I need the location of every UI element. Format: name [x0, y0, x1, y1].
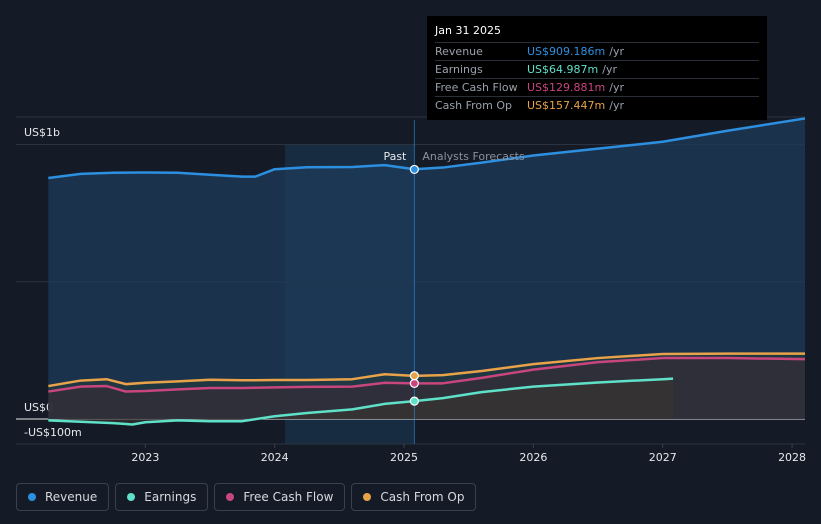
legend-revenue[interactable]: Revenue — [16, 483, 110, 511]
legend-dot-icon — [127, 493, 136, 501]
y-tick-label: US$1b — [24, 126, 60, 139]
x-tick-label: 2025 — [390, 451, 418, 464]
line-cash-from-op — [48, 352, 805, 388]
cursor-marker — [409, 396, 419, 406]
forecast-label: Analysts Forecasts — [422, 150, 525, 163]
x-tick-label: 2026 — [519, 451, 547, 464]
tooltip-value: US$909.186m — [527, 45, 606, 58]
legend-dot-icon — [28, 493, 36, 501]
tooltip-value: US$129.881m — [527, 81, 606, 94]
legend-label: Revenue — [45, 490, 98, 504]
legend-label: Earnings — [144, 490, 197, 504]
x-tick-label: 2027 — [649, 451, 677, 464]
cursor-marker — [409, 164, 419, 175]
tooltip-row-revenue: Revenue US$909.186m /yr — [435, 43, 759, 61]
past-label: Past — [383, 150, 407, 163]
line-revenue — [48, 117, 806, 180]
line-earnings — [48, 377, 674, 426]
tooltip-value: US$157.447m — [527, 99, 606, 112]
tooltip-label: Earnings — [435, 63, 483, 76]
cursor-marker — [409, 378, 419, 388]
legend-dot-icon — [226, 493, 235, 501]
tooltip-unit: /yr — [609, 45, 624, 58]
legend-dot-icon — [363, 493, 372, 501]
tooltip-date: Jan 31 2025 — [435, 24, 759, 43]
y-tick-label: -US$100m — [24, 426, 82, 439]
cursor-marker — [409, 371, 419, 381]
chart-legend: Revenue Earnings Free Cash Flow Cash Fro… — [16, 483, 482, 511]
tooltip-label: Cash From Op — [435, 99, 513, 112]
line-free-cash-flow — [48, 356, 806, 393]
legend-earnings[interactable]: Earnings — [115, 483, 209, 511]
x-tick-label: 2028 — [778, 451, 806, 464]
tooltip-label: Free Cash Flow — [435, 81, 518, 94]
tooltip-unit: /yr — [609, 99, 624, 112]
area-revenue — [48, 118, 806, 420]
legend-label: Free Cash Flow — [243, 490, 334, 504]
tooltip-unit: /yr — [609, 81, 624, 94]
tooltip-value: US$64.987m — [527, 63, 599, 76]
x-tick-label: 2024 — [261, 451, 289, 464]
y-tick-label: US$0 — [24, 401, 53, 414]
legend-label: Cash From Op — [380, 490, 465, 504]
tooltip-row-cash-from-op: Cash From Op US$157.447m /yr — [435, 97, 759, 114]
x-tick-label: 2023 — [131, 451, 159, 464]
tooltip-row-earnings: Earnings US$64.987m /yr — [435, 61, 759, 79]
legend-cash-from-op[interactable]: Cash From Op — [351, 483, 477, 511]
legend-free-cash-flow[interactable]: Free Cash Flow — [214, 483, 346, 511]
tooltip-unit: /yr — [602, 63, 617, 76]
area-earnings — [48, 378, 674, 425]
tooltip-label: Revenue — [435, 45, 483, 58]
financials-chart: US$1b US$0 -US$100m 2023 2024 2025 2026 2027 202… — [16, 116, 806, 464]
data-tooltip: Jan 31 2025 Revenue US$909.186m /yr Earn… — [427, 16, 767, 120]
tooltip-row-free-cash-flow: Free Cash Flow US$129.881m /yr — [435, 79, 759, 97]
